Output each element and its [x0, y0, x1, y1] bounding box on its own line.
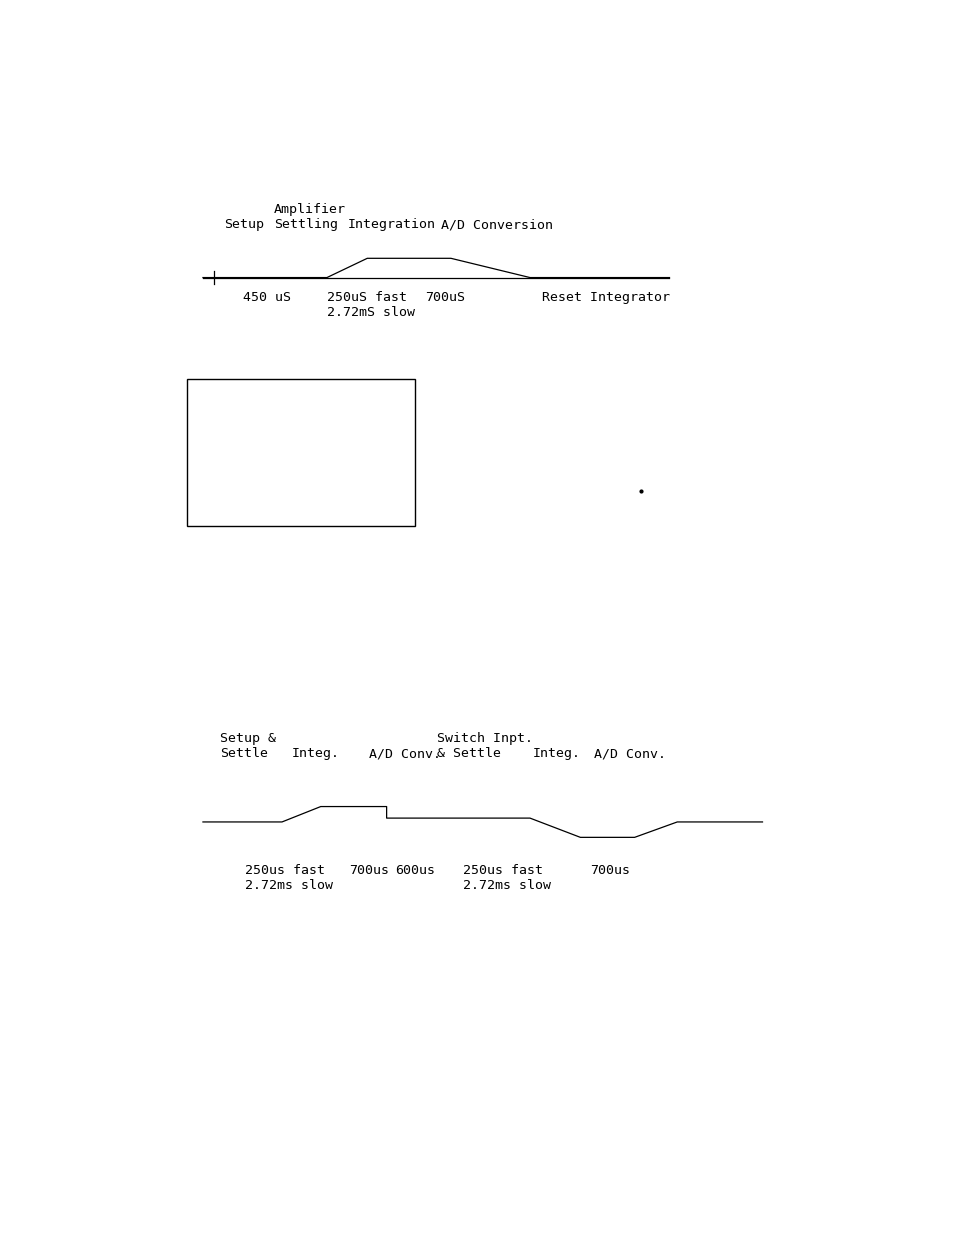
Text: 700uS: 700uS — [425, 290, 465, 304]
Text: A/D Conversion: A/D Conversion — [440, 219, 553, 231]
Text: A/D Conv.: A/D Conv. — [369, 747, 440, 761]
Text: Reset Integrator: Reset Integrator — [541, 290, 669, 304]
Text: 450 uS: 450 uS — [243, 290, 291, 304]
Text: Integration: Integration — [348, 219, 436, 231]
Text: 700us: 700us — [590, 864, 630, 877]
Text: Amplifier
Settling: Amplifier Settling — [274, 204, 346, 231]
Text: Integ.: Integ. — [291, 747, 339, 761]
Text: Integ.: Integ. — [533, 747, 580, 761]
Text: Setup &
Settle: Setup & Settle — [220, 732, 275, 761]
Text: 250uS fast
2.72mS slow: 250uS fast 2.72mS slow — [327, 290, 415, 319]
Bar — [187, 379, 415, 526]
Text: 250us fast
2.72ms slow: 250us fast 2.72ms slow — [463, 864, 551, 893]
Text: 600us: 600us — [395, 864, 435, 877]
Text: 250us fast
2.72ms slow: 250us fast 2.72ms slow — [245, 864, 333, 893]
Text: A/D Conv.: A/D Conv. — [594, 747, 665, 761]
Text: Switch Inpt.
& Settle: Switch Inpt. & Settle — [436, 732, 533, 761]
Text: 700us: 700us — [349, 864, 389, 877]
Text: Setup: Setup — [224, 219, 264, 231]
